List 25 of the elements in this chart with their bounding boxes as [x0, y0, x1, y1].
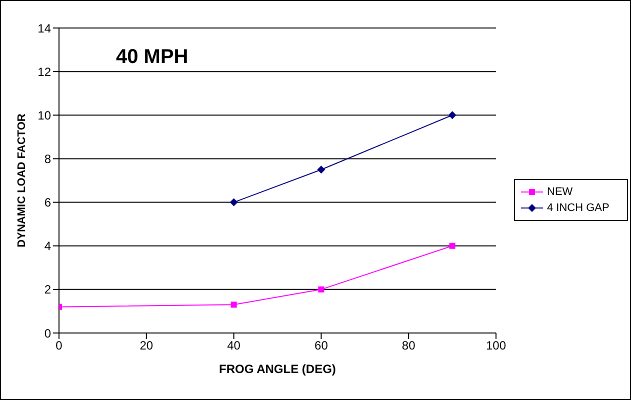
y-tick-label: 8 — [44, 152, 52, 166]
y-tick-label: 0 — [44, 326, 52, 340]
x-axis-title: FROG ANGLE (DEG) — [219, 362, 336, 376]
point — [448, 111, 456, 120]
x-tick-label: 100 — [486, 338, 506, 353]
point — [317, 166, 326, 174]
legend-label: NEW — [547, 185, 573, 200]
legend-label: 4 INCH GAP — [547, 201, 610, 216]
point — [230, 198, 238, 206]
x-tick-label: 80 — [402, 338, 416, 353]
y-axis-title: DYNAMIC LOAD FACTOR — [16, 114, 28, 248]
y-tick-label: 6 — [44, 196, 52, 210]
y-tick-label: 2 — [44, 282, 52, 297]
point — [449, 242, 456, 249]
x-tick-label: 60 — [314, 338, 328, 353]
y-tick-label: 10 — [38, 108, 52, 122]
point — [318, 286, 324, 292]
x-tick-label: 40 — [227, 338, 241, 353]
text: 40 MPH — [116, 46, 188, 68]
x-tick-label: 20 — [140, 338, 154, 353]
x-tick-label: 0 — [56, 338, 63, 353]
y-tick-label: 12 — [38, 64, 52, 79]
y-tick-label: 4 — [44, 239, 52, 254]
point — [230, 302, 237, 308]
y-tick-label: 14 — [38, 21, 52, 36]
